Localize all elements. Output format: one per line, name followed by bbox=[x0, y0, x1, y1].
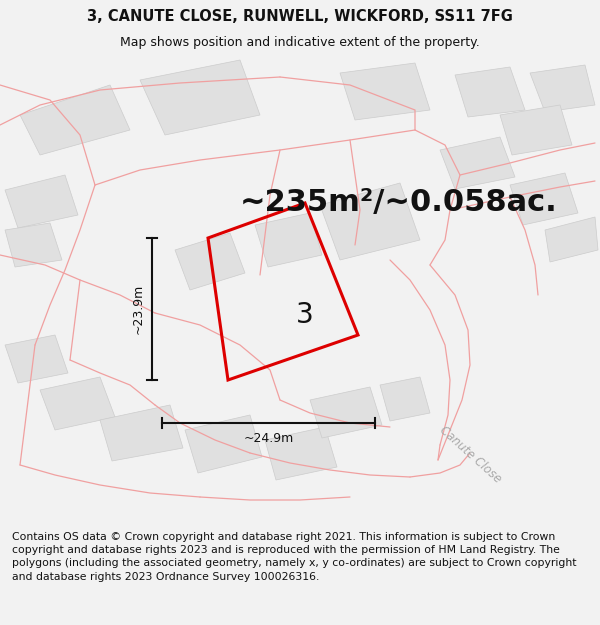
Text: ~235m²/~0.058ac.: ~235m²/~0.058ac. bbox=[240, 189, 558, 218]
Polygon shape bbox=[500, 105, 572, 155]
Polygon shape bbox=[100, 405, 183, 461]
Polygon shape bbox=[40, 377, 115, 430]
Polygon shape bbox=[530, 65, 595, 112]
Polygon shape bbox=[20, 85, 130, 155]
Polygon shape bbox=[5, 335, 68, 383]
Text: ~24.9m: ~24.9m bbox=[244, 432, 293, 446]
Text: Contains OS data © Crown copyright and database right 2021. This information is : Contains OS data © Crown copyright and d… bbox=[12, 532, 577, 581]
Text: Map shows position and indicative extent of the property.: Map shows position and indicative extent… bbox=[120, 36, 480, 49]
Text: 3: 3 bbox=[296, 301, 314, 329]
Polygon shape bbox=[320, 183, 420, 260]
Polygon shape bbox=[140, 60, 260, 135]
Polygon shape bbox=[380, 377, 430, 421]
Polygon shape bbox=[340, 63, 430, 120]
Polygon shape bbox=[255, 213, 322, 267]
Polygon shape bbox=[510, 173, 578, 225]
Polygon shape bbox=[455, 67, 525, 117]
Polygon shape bbox=[5, 223, 62, 267]
Polygon shape bbox=[440, 137, 515, 189]
Polygon shape bbox=[265, 427, 337, 480]
Polygon shape bbox=[5, 175, 78, 228]
Text: Canute Close: Canute Close bbox=[437, 424, 503, 486]
Text: 3, CANUTE CLOSE, RUNWELL, WICKFORD, SS11 7FG: 3, CANUTE CLOSE, RUNWELL, WICKFORD, SS11… bbox=[87, 9, 513, 24]
Polygon shape bbox=[175, 233, 245, 290]
Polygon shape bbox=[185, 415, 262, 473]
Text: ~23.9m: ~23.9m bbox=[131, 284, 145, 334]
Polygon shape bbox=[545, 217, 598, 262]
Polygon shape bbox=[310, 387, 382, 438]
